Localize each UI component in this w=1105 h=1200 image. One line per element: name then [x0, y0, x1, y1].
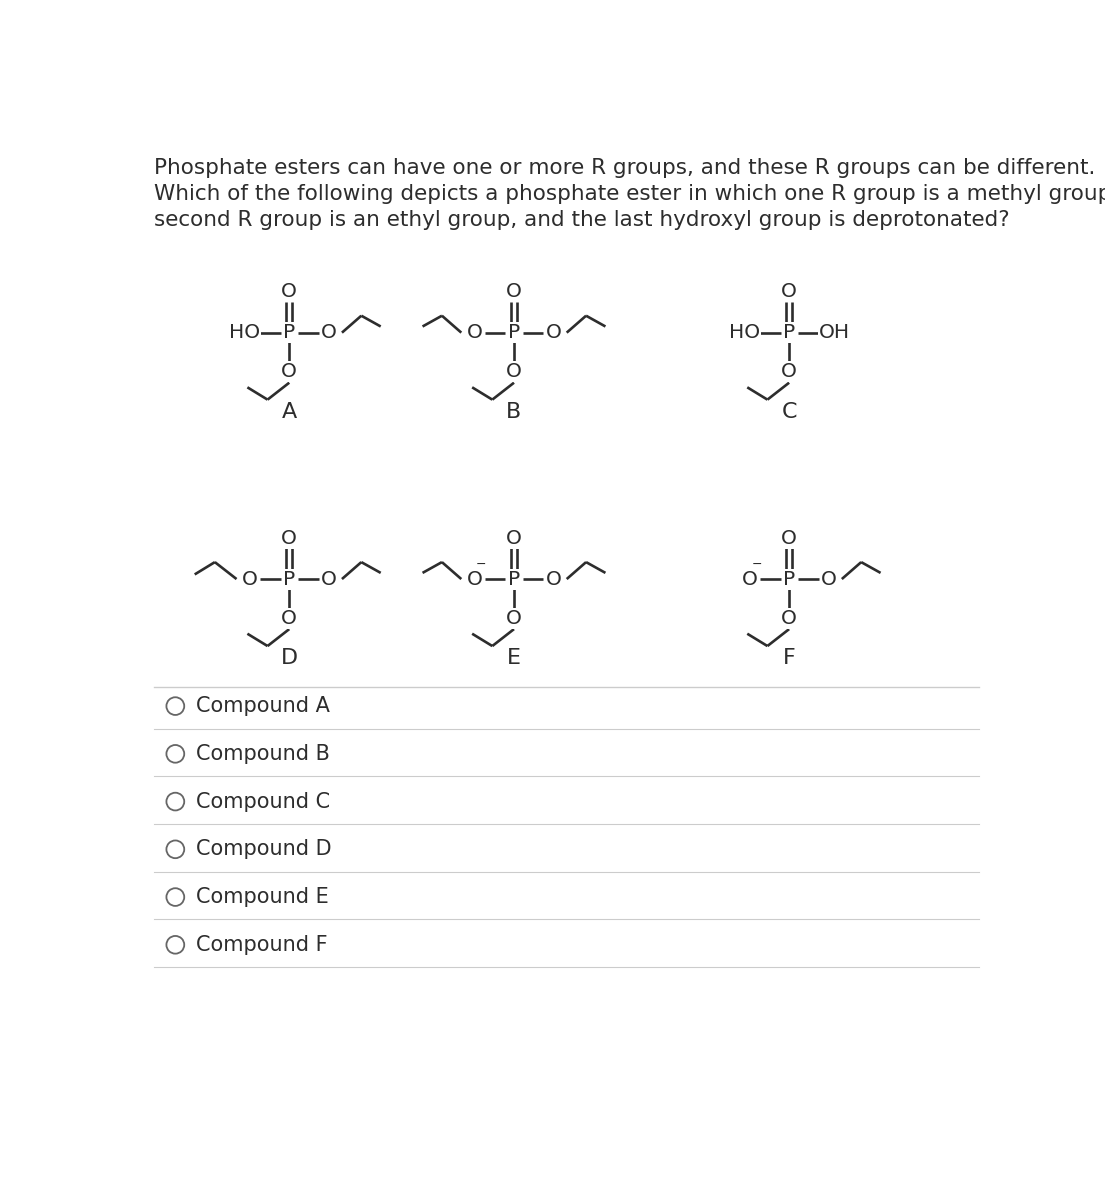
Text: O: O	[546, 570, 561, 588]
Text: −: −	[751, 558, 761, 571]
Text: O: O	[506, 608, 522, 628]
Text: O: O	[282, 362, 297, 382]
Text: C: C	[781, 402, 797, 422]
Text: P: P	[283, 323, 295, 342]
Text: Phosphate esters can have one or more R groups, and these R groups can be differ: Phosphate esters can have one or more R …	[154, 158, 1095, 178]
Text: O: O	[282, 282, 297, 301]
Text: B: B	[506, 402, 522, 422]
Text: Compound E: Compound E	[197, 887, 329, 907]
Text: O: O	[282, 608, 297, 628]
Text: O: O	[282, 529, 297, 547]
Text: E: E	[507, 648, 520, 668]
Text: P: P	[508, 570, 520, 588]
Text: P: P	[783, 323, 796, 342]
Text: Compound C: Compound C	[197, 792, 330, 811]
Text: P: P	[283, 570, 295, 588]
Text: O: O	[781, 608, 797, 628]
Text: O: O	[781, 362, 797, 382]
Text: O: O	[506, 362, 522, 382]
Text: O: O	[781, 282, 797, 301]
Text: HO: HO	[229, 323, 260, 342]
Text: O: O	[242, 570, 257, 588]
Text: O: O	[466, 570, 483, 588]
Text: Compound A: Compound A	[197, 696, 330, 716]
Text: D: D	[281, 648, 298, 668]
Text: O: O	[466, 323, 483, 342]
Text: O: O	[741, 570, 758, 588]
Text: F: F	[782, 648, 796, 668]
Text: Compound B: Compound B	[197, 744, 330, 764]
Text: O: O	[320, 570, 337, 588]
Text: O: O	[821, 570, 836, 588]
Text: Compound F: Compound F	[197, 935, 328, 955]
Text: HO: HO	[728, 323, 760, 342]
Text: O: O	[781, 529, 797, 547]
Text: P: P	[783, 570, 796, 588]
Text: O: O	[320, 323, 337, 342]
Text: Which of the following depicts a phosphate ester in which one R group is a methy: Which of the following depicts a phospha…	[154, 184, 1105, 204]
Text: second R group is an ethyl group, and the last hydroxyl group is deprotonated?: second R group is an ethyl group, and th…	[154, 210, 1009, 230]
Text: Compound D: Compound D	[197, 839, 332, 859]
Text: OH: OH	[819, 323, 850, 342]
Text: −: −	[476, 558, 486, 571]
Text: P: P	[508, 323, 520, 342]
Text: A: A	[282, 402, 297, 422]
Text: O: O	[506, 282, 522, 301]
Text: O: O	[506, 529, 522, 547]
Text: O: O	[546, 323, 561, 342]
